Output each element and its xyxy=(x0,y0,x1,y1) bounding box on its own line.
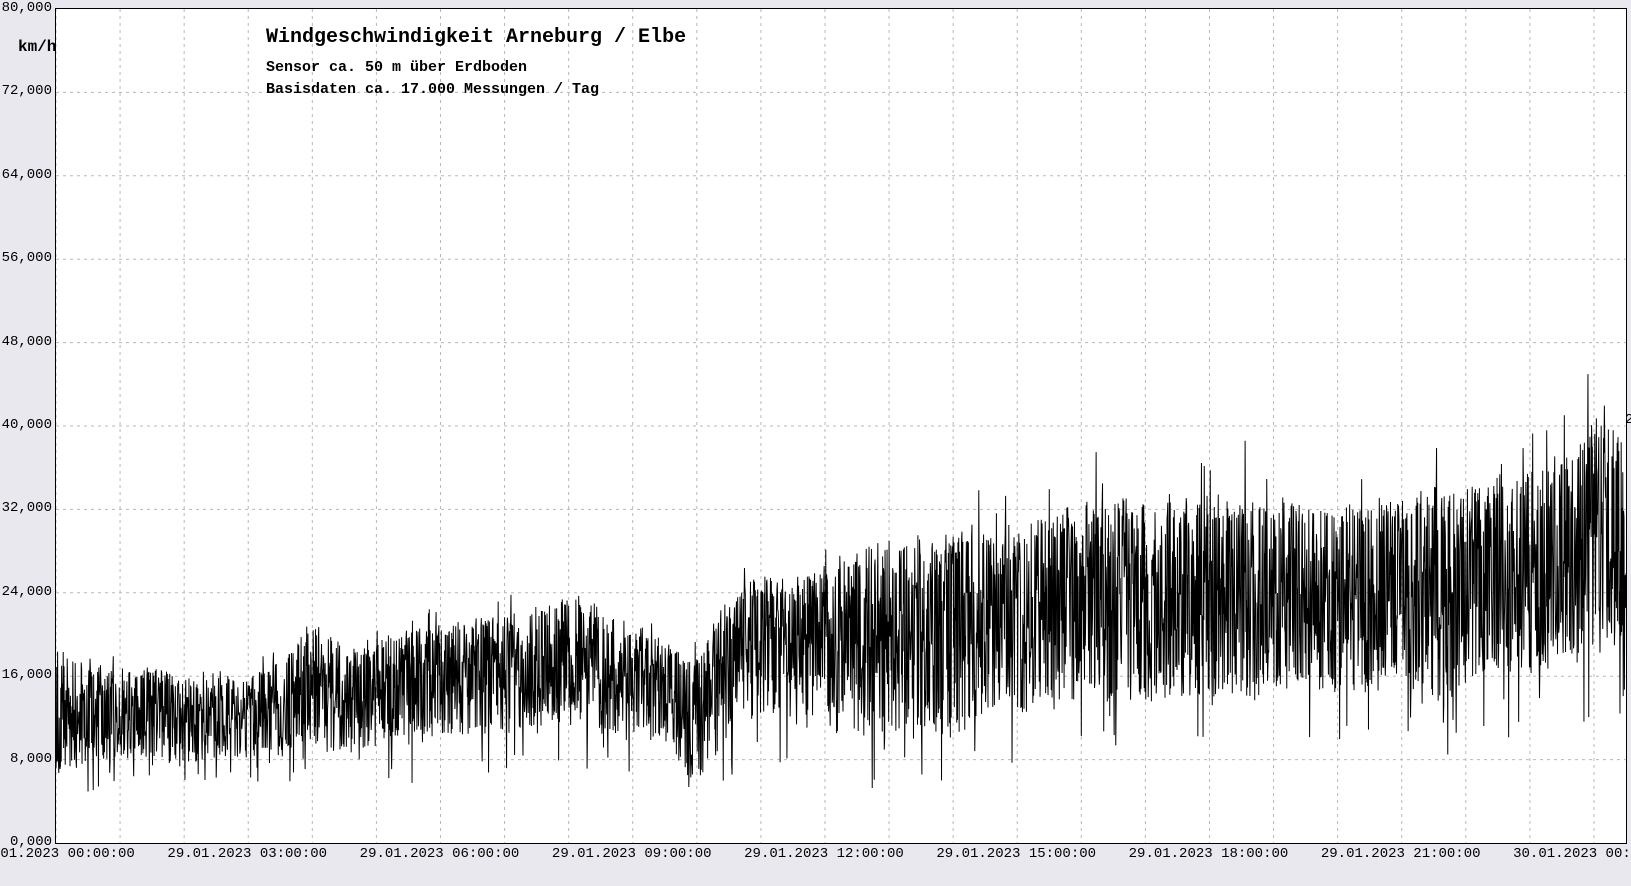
plot-area: Windgeschwindigkeit Arneburg / Elbe Sens… xyxy=(55,8,1627,844)
chart-subtitle-2: Basisdaten ca. 17.000 Messungen / Tag xyxy=(266,81,599,98)
x-tick-label: 29.01.2023 03:00:00 xyxy=(167,846,327,862)
y-tick-label: 40,000 xyxy=(2,417,52,433)
chart-title: Windgeschwindigkeit Arneburg / Elbe xyxy=(266,26,686,49)
x-tick-label: 29.01.2023 21:00:00 xyxy=(1321,846,1481,862)
y-tick-label: 48,000 xyxy=(2,334,52,350)
y-axis-labels: 0,0008,00016,00024,00032,00040,00048,000… xyxy=(0,0,52,886)
right-clipped-label: 20 xyxy=(1625,412,1631,428)
y-tick-label: 24,000 xyxy=(2,584,52,600)
y-tick-label: 56,000 xyxy=(2,250,52,266)
y-tick-label: 72,000 xyxy=(2,83,52,99)
x-tick-label: 29.01.2023 09:00:00 xyxy=(552,846,712,862)
x-tick-label: 29.01.2023 12:00:00 xyxy=(744,846,904,862)
x-tick-label: 29.01.2023 15:00:00 xyxy=(936,846,1096,862)
page-root: 0,0008,00016,00024,00032,00040,00048,000… xyxy=(0,0,1631,886)
chart-subtitle-1: Sensor ca. 50 m über Erdboden xyxy=(266,59,527,76)
x-tick-label: 29.01.2023 06:00:00 xyxy=(360,846,520,862)
x-tick-label: 30.01.2023 00:00:00 xyxy=(1513,846,1631,862)
y-tick-label: 8,000 xyxy=(10,751,52,767)
y-tick-label: 80,000 xyxy=(2,0,52,16)
wind-speed-series xyxy=(56,374,1626,791)
y-tick-label: 64,000 xyxy=(2,167,52,183)
y-tick-label: 32,000 xyxy=(2,500,52,516)
y-axis-title: km/h xyxy=(18,38,56,56)
x-tick-label: 29.01.2023 18:00:00 xyxy=(1129,846,1289,862)
y-tick-label: 16,000 xyxy=(2,667,52,683)
x-tick-label: 29.01.2023 00:00:00 xyxy=(0,846,135,862)
data-line xyxy=(56,9,1626,843)
